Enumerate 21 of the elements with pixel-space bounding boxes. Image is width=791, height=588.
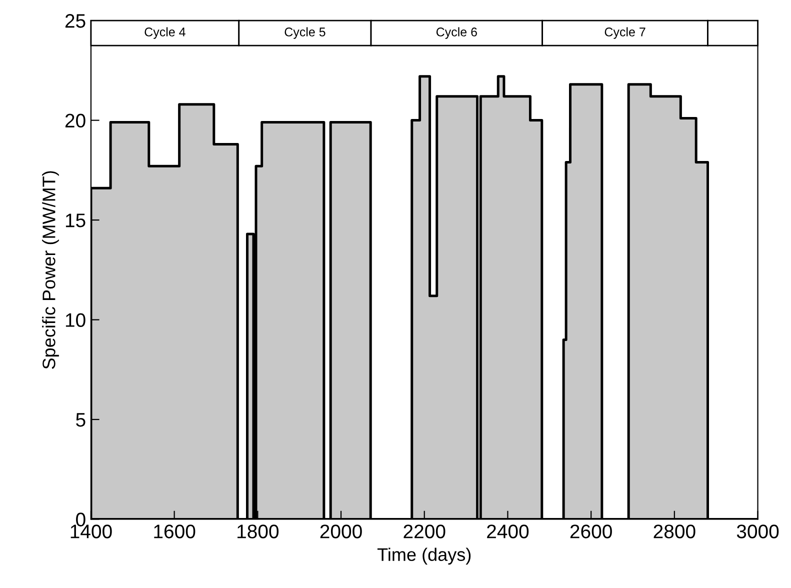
x-tick-label: 2000 [320, 524, 362, 538]
x-tick-label: 1400 [70, 524, 112, 538]
y-axis-title: Specific Power (MW/MT) [42, 171, 59, 369]
band-label: Cycle 4 [144, 27, 186, 39]
x-tick-label: 2600 [570, 524, 612, 538]
x-tick-label: 2400 [487, 524, 529, 538]
band-label: Cycle 5 [284, 27, 326, 39]
y-tick-label: 0 [76, 512, 86, 526]
x-tick-label: 2800 [654, 524, 696, 538]
x-tick-label: 1800 [238, 524, 279, 538]
y-tick-label: 10 [66, 313, 86, 327]
x-tick-label: 3000 [736, 524, 779, 538]
y-tick-label: 15 [66, 214, 86, 228]
y-tick-label: 5 [76, 413, 86, 427]
y-tick-label: 20 [65, 114, 86, 128]
band-label: Cycle 6 [436, 27, 477, 39]
y-tick-label: 25 [65, 14, 86, 28]
x-tick-label: 2200 [404, 524, 446, 538]
x-axis-title: Time (days) [377, 548, 471, 565]
band-label: Cycle 7 [604, 27, 646, 39]
x-tick-label: 1600 [154, 524, 196, 538]
